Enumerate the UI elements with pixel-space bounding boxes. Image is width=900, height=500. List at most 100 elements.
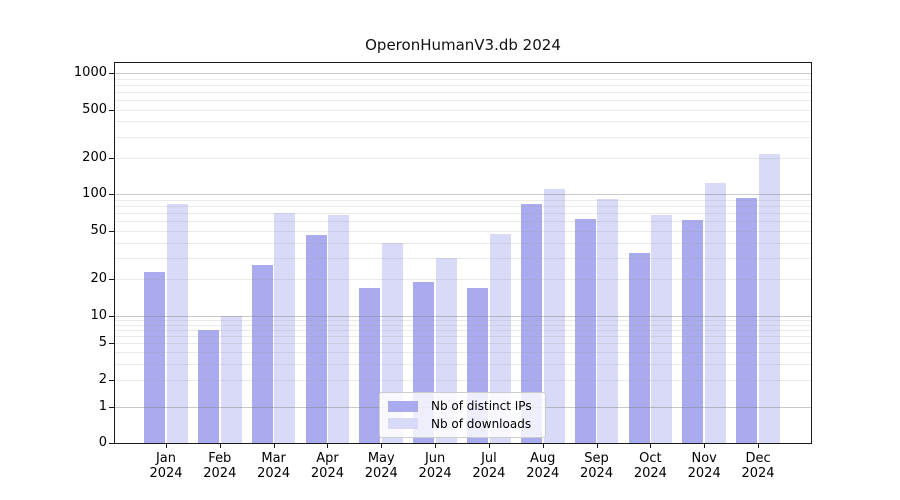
bar-distinct-ips-apr — [305, 235, 327, 443]
y-tick-mark — [109, 380, 114, 381]
x-tick-mark — [381, 444, 382, 448]
bar-downloads-jul — [489, 234, 511, 443]
gridline-minor — [114, 330, 811, 331]
legend-swatch-distinct-ips — [388, 400, 418, 412]
gridline-major — [114, 316, 811, 317]
x-tick-mark — [597, 444, 598, 448]
bar-distinct-ips-aug — [520, 204, 542, 443]
gridline-minor — [114, 364, 811, 365]
y-tick-mark — [109, 407, 114, 408]
x-tick-label: Aug 2024 — [526, 451, 560, 481]
legend-label-downloads: Nb of downloads — [431, 416, 532, 431]
bar-distinct-ips-nov — [682, 220, 704, 443]
gridline-minor — [114, 243, 811, 244]
y-tick-mark — [109, 158, 114, 159]
bar-downloads-jan — [166, 204, 188, 443]
x-tick-label: Dec 2024 — [741, 451, 775, 481]
gridline-minor — [114, 110, 811, 111]
y-tick-mark — [109, 443, 114, 444]
x-tick-mark — [704, 444, 705, 448]
gridline-minor — [114, 279, 811, 280]
bottom-spine — [114, 443, 812, 444]
bar-downloads-apr — [328, 214, 350, 443]
y-tick-mark — [109, 279, 114, 280]
y-tick-label: 20 — [90, 271, 107, 287]
y-tick-label: 200 — [82, 149, 107, 165]
bar-distinct-ips-feb — [198, 329, 220, 443]
x-tick-label: Sep 2024 — [580, 451, 614, 481]
x-tick-mark — [274, 444, 275, 448]
gridline-minor — [114, 121, 811, 122]
y-tick-mark — [109, 73, 114, 74]
gridline-minor — [114, 100, 811, 101]
x-tick-mark — [543, 444, 544, 448]
gridline-major — [114, 194, 811, 195]
gridline-minor — [114, 336, 811, 337]
bar-downloads-mar — [274, 213, 296, 443]
y-tick-mark — [109, 231, 114, 232]
gridline-minor — [114, 79, 811, 80]
x-tick-label: Nov 2024 — [687, 451, 721, 481]
x-tick-label: Oct 2024 — [633, 451, 667, 481]
x-tick-mark — [435, 444, 436, 448]
y-tick-label: 2 — [98, 371, 107, 387]
x-tick-mark — [489, 444, 490, 448]
bar-distinct-ips-jan — [144, 271, 166, 443]
y-tick-label: 0 — [98, 435, 107, 450]
bar-downloads-sep — [597, 198, 619, 443]
legend-entry-distinct-ips: Nb of distinct IPs — [388, 398, 537, 415]
gridline-minor — [114, 200, 811, 201]
y-tick-mark — [109, 194, 114, 195]
y-tick-label: 5 — [98, 335, 107, 351]
right-spine — [811, 62, 812, 444]
top-spine — [114, 62, 812, 63]
bar-downloads-dec — [758, 154, 780, 443]
y-tick-label: 50 — [90, 222, 107, 238]
gridline-minor — [114, 137, 811, 138]
gridline-minor — [114, 258, 811, 259]
x-tick-label: Feb 2024 — [203, 451, 237, 481]
legend-entry-downloads: Nb of downloads — [388, 416, 537, 433]
bar-downloads-feb — [220, 315, 242, 443]
gridline-minor — [114, 206, 811, 207]
x-tick-label: Apr 2024 — [310, 451, 344, 481]
gridline-minor — [114, 325, 811, 326]
x-tick-mark — [758, 444, 759, 448]
bar-distinct-ips-oct — [628, 252, 650, 443]
x-tick-mark — [166, 444, 167, 448]
gridline-minor — [114, 85, 811, 86]
x-tick-label: Mar 2024 — [257, 451, 291, 481]
gridline-minor — [114, 158, 811, 159]
gridline-minor — [114, 92, 811, 93]
y-tick-label: 100 — [82, 186, 107, 202]
y-tick-label: 500 — [82, 101, 107, 117]
gridline-major — [114, 73, 811, 74]
left-spine — [114, 62, 115, 444]
legend: Nb of distinct IPs Nb of downloads — [379, 392, 546, 438]
x-tick-label: Jan 2024 — [149, 451, 183, 481]
bar-downloads-oct — [651, 215, 673, 443]
gridline-minor — [114, 380, 811, 381]
y-tick-mark — [109, 110, 114, 111]
x-tick-mark — [650, 444, 651, 448]
gridline-minor — [114, 221, 811, 222]
y-tick-mark — [109, 316, 114, 317]
x-tick-label: May 2024 — [364, 451, 398, 481]
bar-distinct-ips-dec — [736, 198, 758, 443]
gridline-minor — [114, 213, 811, 214]
y-tick-label: 1 — [98, 399, 107, 415]
gridline-minor — [114, 231, 811, 232]
x-tick-label: Jun 2024 — [418, 451, 452, 481]
y-tick-label: 1000 — [73, 65, 107, 81]
y-tick-mark — [109, 343, 114, 344]
x-tick-mark — [220, 444, 221, 448]
legend-swatch-downloads — [388, 418, 418, 430]
gridline-minor — [114, 343, 811, 344]
x-tick-mark — [327, 444, 328, 448]
bar-distinct-ips-sep — [574, 218, 596, 443]
bar-downloads-aug — [543, 189, 565, 443]
gridline-minor — [114, 352, 811, 353]
legend-label-distinct-ips: Nb of distinct IPs — [431, 399, 532, 414]
x-tick-label: Jul 2024 — [472, 451, 506, 481]
